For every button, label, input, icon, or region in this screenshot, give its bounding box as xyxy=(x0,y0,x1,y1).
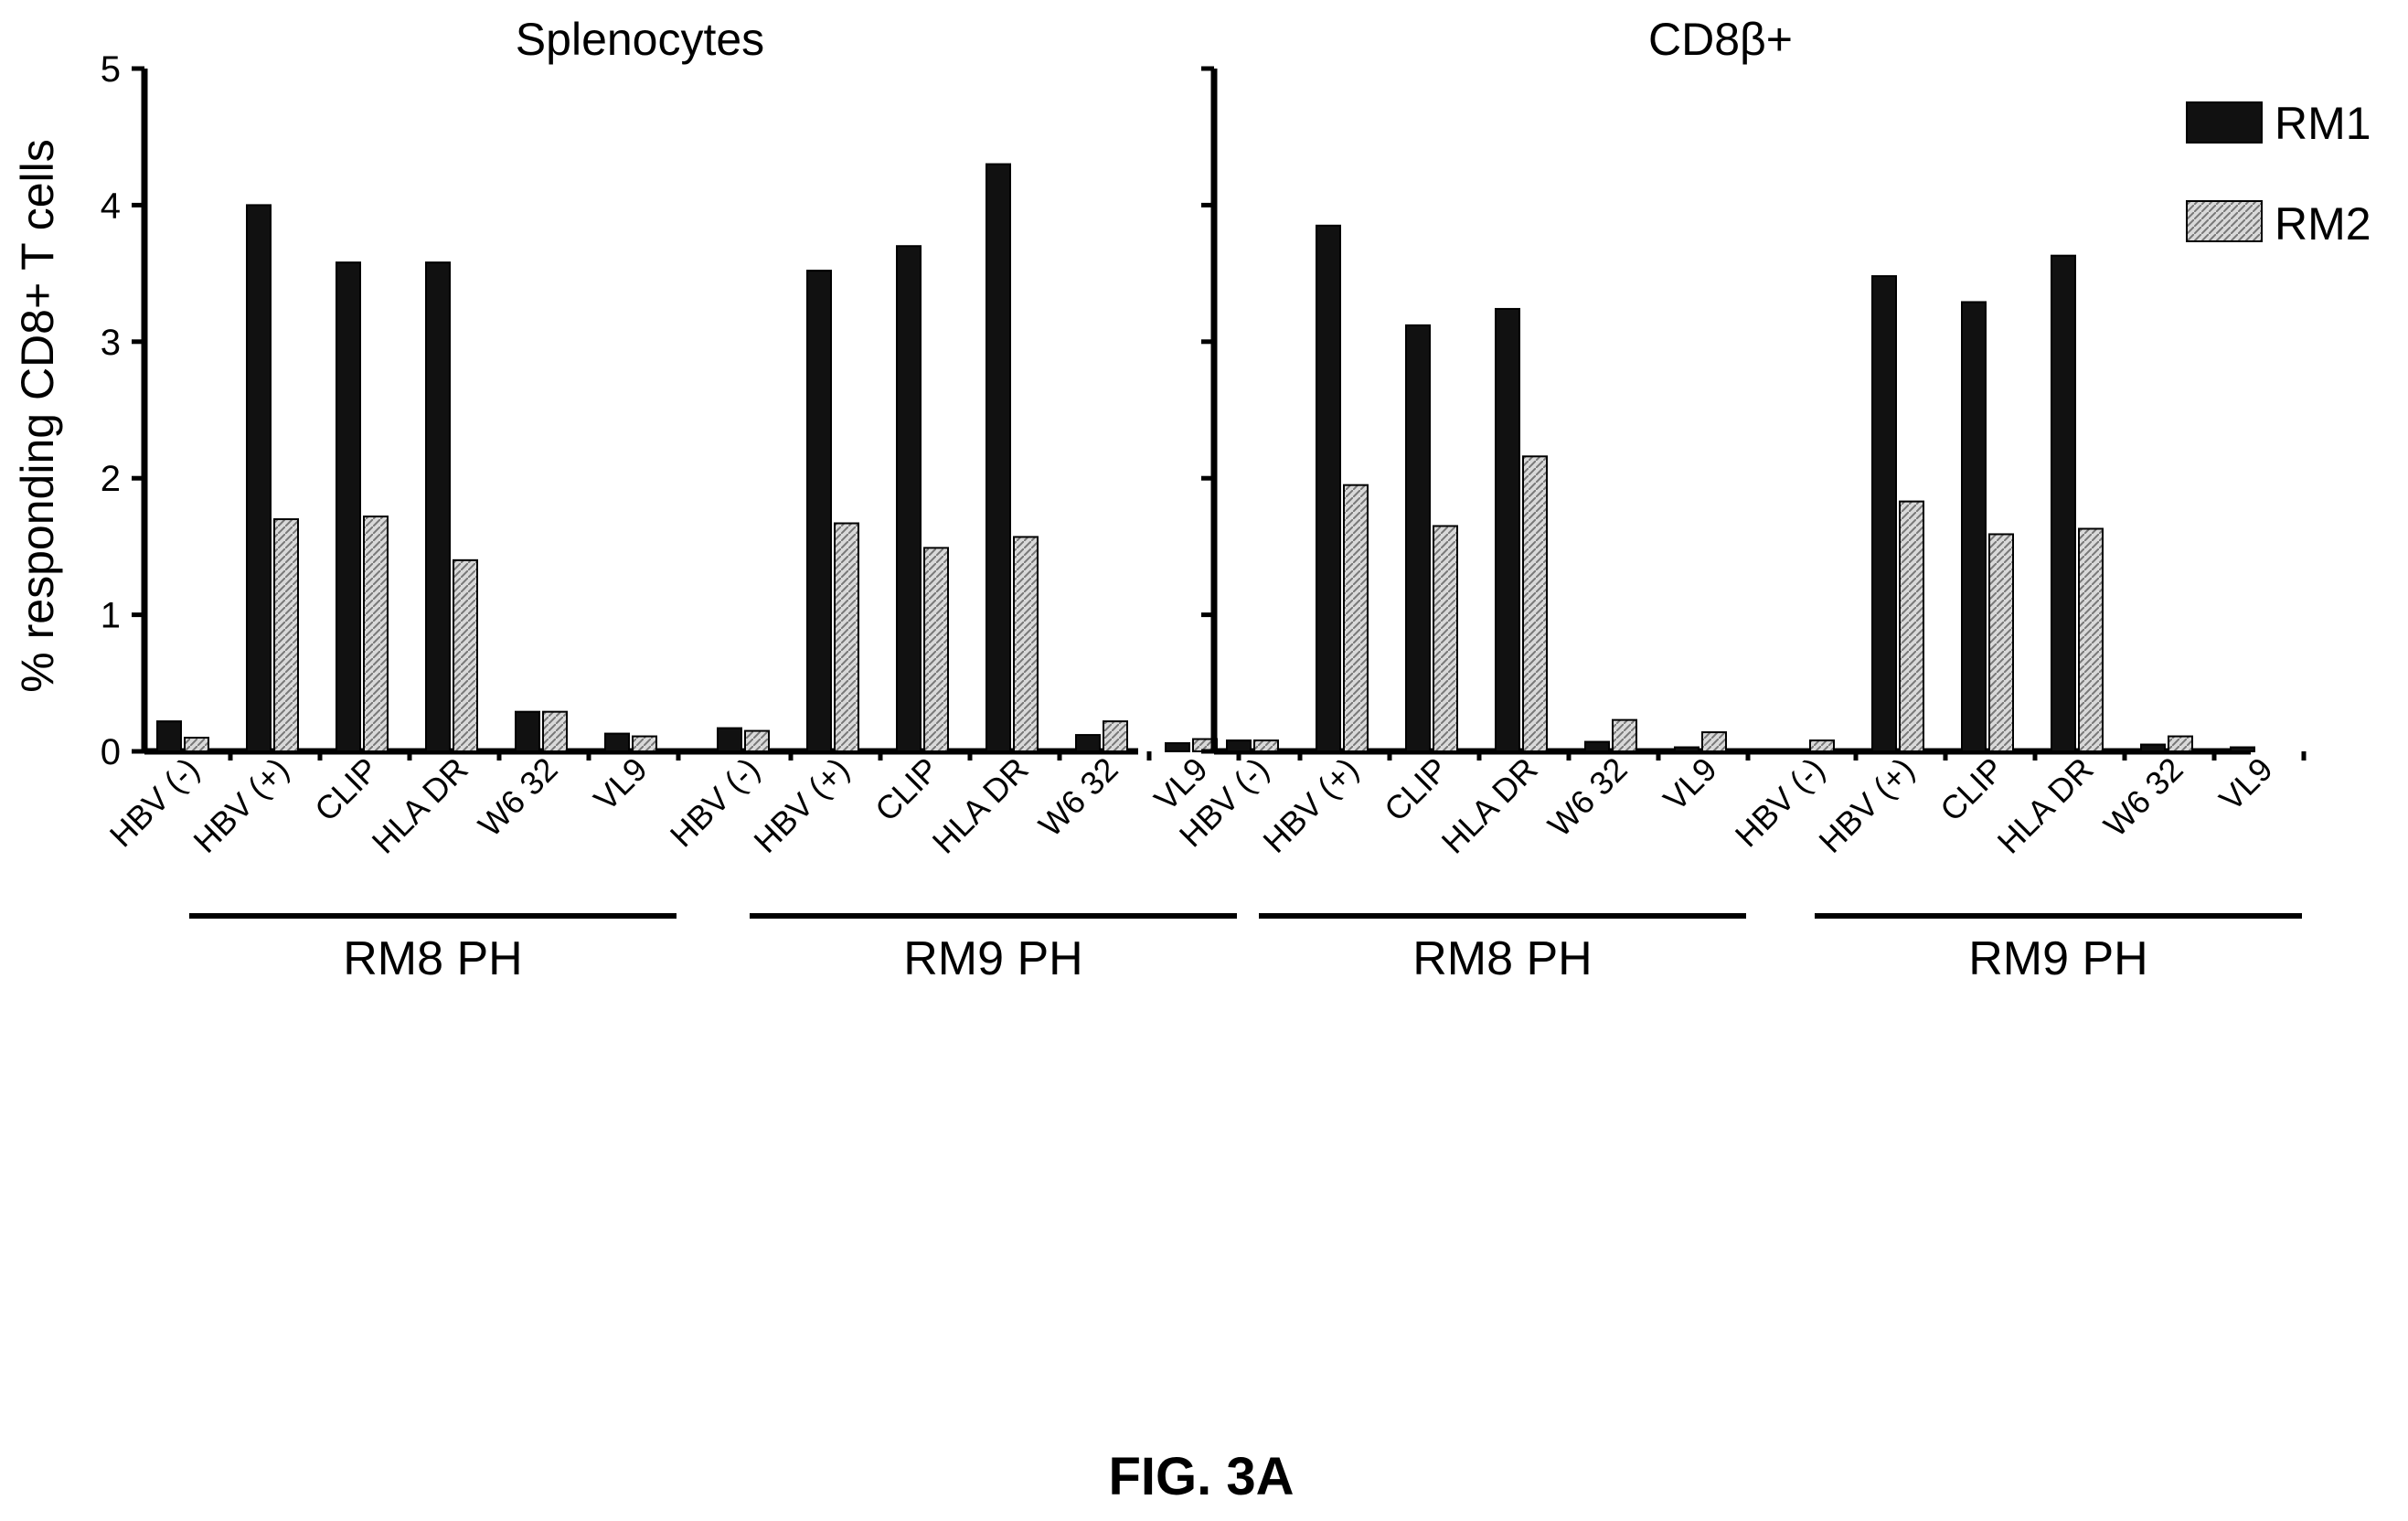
bar-rm2 xyxy=(542,710,568,753)
bar-rm1 xyxy=(1495,307,1520,752)
figure-caption: FIG. 3A xyxy=(1108,1447,1294,1506)
category-label: W6 32 xyxy=(2096,750,2190,845)
bar-rm1 xyxy=(1075,734,1101,753)
category-label: HBV (+) xyxy=(186,750,295,860)
bar-rm2 xyxy=(363,516,389,752)
y-tick-label: 1 xyxy=(101,596,121,636)
category-label: W6 32 xyxy=(1031,750,1125,845)
y-tick-label: 2 xyxy=(101,459,121,499)
bar-rm2 xyxy=(632,735,657,752)
bar-rm2 xyxy=(1988,533,2014,752)
category-label: VL9 xyxy=(586,750,654,818)
bar-rm2 xyxy=(2078,527,2104,753)
bar-rm1 xyxy=(156,720,182,753)
bar-rm2 xyxy=(1343,484,1369,752)
group-label: RM9 PH xyxy=(903,932,1082,985)
bar-rm2 xyxy=(834,522,859,753)
bar-rm2 xyxy=(1701,731,1727,752)
bar-rm1 xyxy=(896,245,922,753)
bar-rm2 xyxy=(1809,739,1835,752)
bar-rm1 xyxy=(515,710,540,753)
category-label: HLA DR xyxy=(1434,750,1545,861)
bar-rm1 xyxy=(2140,743,2166,753)
bar-rm2 xyxy=(273,518,299,753)
bar-rm2 xyxy=(2168,735,2193,752)
y-tick-label: 4 xyxy=(101,186,121,226)
panel-title-splenocytes: Splenocytes xyxy=(516,14,764,65)
panel-title-cd8beta: CD8β+ xyxy=(1648,14,1793,65)
category-label: HBV (+) xyxy=(746,750,856,860)
y-tick-label: 5 xyxy=(101,49,121,90)
category-label: HLA DR xyxy=(365,750,475,861)
bar-rm1 xyxy=(1674,746,1699,753)
bar-rm2 xyxy=(184,737,209,752)
category-label: VL9 xyxy=(1656,750,1723,818)
bar-rm1 xyxy=(1316,224,1341,752)
bar-rm1 xyxy=(1871,275,1897,752)
bar-rm2 xyxy=(453,558,478,753)
bar-rm1 xyxy=(425,261,451,752)
bar-rm1 xyxy=(246,204,272,752)
bar-rm2 xyxy=(1612,718,1637,752)
category-label: HLA DR xyxy=(1990,750,2101,861)
category-label: W6 32 xyxy=(1540,750,1635,845)
y-tick-label: 0 xyxy=(101,732,121,772)
bar-rm1 xyxy=(806,270,832,752)
legend-label-rm1: RM1 xyxy=(2275,98,2371,149)
y-axis-label: % responding CD8+ T cells xyxy=(12,139,63,692)
bar-rm1 xyxy=(717,727,742,752)
category-label: HLA DR xyxy=(925,750,1036,861)
bar-rm2 xyxy=(1103,720,1128,753)
category-label: VL9 xyxy=(2211,750,2279,818)
legend-swatch-rm1 xyxy=(2186,101,2263,144)
bar-rm2 xyxy=(1253,739,1279,752)
bar-rm2 xyxy=(1013,536,1039,753)
bar-rm1 xyxy=(1405,324,1431,752)
bar-rm2 xyxy=(923,547,949,752)
category-label: CLIP xyxy=(1933,750,2011,829)
category-label: W6 32 xyxy=(471,750,565,845)
legend-label-rm2: RM2 xyxy=(2275,198,2371,250)
bar-rm1 xyxy=(1584,740,1610,752)
bar-rm1 xyxy=(2230,746,2255,753)
bar-rm1 xyxy=(1226,739,1252,752)
bar-rm2 xyxy=(1522,455,1548,752)
bar-rm1 xyxy=(1165,742,1190,753)
bar-rm1 xyxy=(986,163,1011,752)
group-label: RM8 PH xyxy=(343,932,522,985)
y-tick-label: 3 xyxy=(101,323,121,363)
category-label: CLIP xyxy=(1377,750,1455,829)
category-label: HBV (+) xyxy=(1811,750,1921,860)
bar-rm1 xyxy=(336,261,361,752)
bar-rm1 xyxy=(1961,301,1987,752)
legend: RM1 RM2 xyxy=(2186,98,2371,250)
category-label: CLIP xyxy=(307,750,386,829)
legend-swatch-rm2 xyxy=(2186,200,2263,242)
group-label: RM9 PH xyxy=(1968,932,2147,985)
category-label: CLIP xyxy=(868,750,946,829)
group-label: RM8 PH xyxy=(1412,932,1592,985)
bar-rm1 xyxy=(2051,254,2076,753)
category-label: HBV (+) xyxy=(1255,750,1365,860)
bar-rm2 xyxy=(1899,500,1924,753)
bar-rm1 xyxy=(604,732,630,753)
bar-rm2 xyxy=(744,729,770,753)
bar-rm2 xyxy=(1433,525,1458,752)
